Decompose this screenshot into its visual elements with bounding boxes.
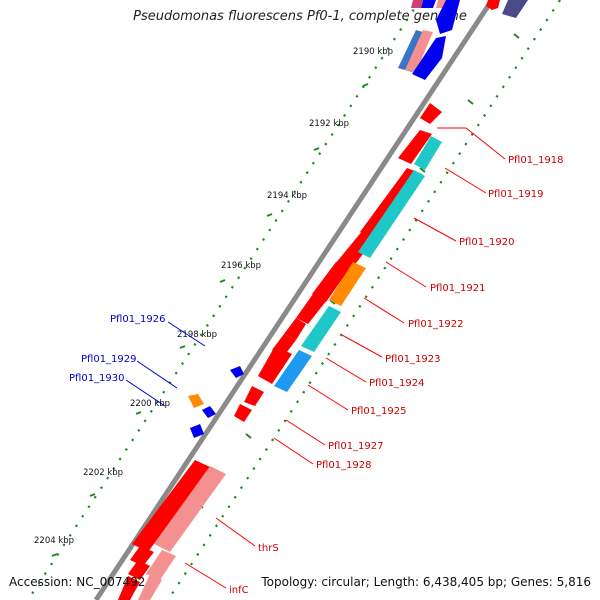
cds-feature[interactable]	[274, 350, 312, 392]
reverse-strand-genes	[188, 366, 244, 438]
gene-label[interactable]: Pfl01_1923	[385, 354, 441, 365]
kbp-tick-label: 2190 kbp	[353, 47, 393, 57]
cds-feature[interactable]	[414, 136, 442, 170]
cds-feature[interactable]	[154, 466, 226, 552]
gene-label[interactable]: Pfl01_1927	[328, 441, 384, 452]
reverse-gene-arrow[interactable]	[202, 406, 216, 418]
cds-feature[interactable]	[301, 306, 341, 352]
label-leader-line	[215, 517, 256, 547]
kbp-tick-label: 2198 kbp	[177, 330, 217, 340]
kbp-tick-mark	[513, 33, 520, 39]
kbp-tick-mark	[313, 147, 320, 151]
genome-title: Pseudomonas fluorescens Pf0-1, complete …	[133, 9, 467, 24]
forward-gene-arrow[interactable]	[486, 0, 500, 10]
label-leader-line	[125, 379, 166, 407]
top-clipped-features	[398, 0, 528, 80]
label-leader-line	[444, 167, 487, 194]
kbp-tick-label: 2200 kbp	[130, 399, 170, 409]
cds-feature[interactable]	[188, 394, 204, 408]
label-leader-line	[136, 360, 178, 389]
forward-gene-arrow[interactable]	[244, 386, 264, 406]
gene-label[interactable]: Pfl01_1928	[316, 460, 372, 471]
kbp-tick-mark	[467, 99, 474, 105]
label-leader-line	[307, 384, 349, 411]
gene-label[interactable]: Pfl01_1919	[488, 189, 544, 200]
outer-dotted-scale	[167, 0, 561, 600]
cds-feature[interactable]	[358, 170, 425, 258]
kbp-tick-mark	[362, 83, 369, 87]
forward-gene-arrow[interactable]	[234, 404, 252, 422]
reverse-gene-arrow[interactable]	[230, 366, 244, 378]
forward-gene-arrow[interactable]	[258, 346, 292, 384]
reverse-gene-arrow[interactable]	[436, 0, 460, 34]
gene-label[interactable]: Pfl01_1922	[408, 319, 464, 330]
kbp-tick-mark	[219, 279, 226, 283]
gene-label[interactable]: Pfl01_1924	[369, 378, 425, 389]
forward-strand-genes	[118, 103, 442, 600]
gene-label[interactable]: thrS	[258, 543, 279, 554]
kbp-tick-mark	[266, 213, 273, 217]
gene-label[interactable]: Pfl01_1930	[69, 373, 125, 384]
label-leader-line	[285, 419, 326, 446]
label-leader-line	[413, 217, 457, 242]
reverse-gene-arrow[interactable]	[412, 36, 446, 80]
gene-label[interactable]: Pfl01_1921	[430, 283, 486, 294]
label-leader-line	[341, 334, 383, 358]
kbp-tick-label: 2202 kbp	[83, 468, 123, 478]
kbp-ticks-layer: 2190 kbp 2192 kbp 2194 kbp 2196 kbp 2198…	[34, 33, 520, 565]
inner-dotted-scale	[27, 0, 421, 600]
kbp-tick-mark	[419, 167, 426, 173]
gene-label[interactable]: Pfl01_1926	[110, 314, 166, 325]
label-leader-line	[273, 437, 314, 465]
forward-gene-arrow[interactable]	[284, 318, 306, 340]
forward-gene-arrow[interactable]	[118, 576, 140, 600]
kbp-tick-label: 2194 kbp	[267, 191, 307, 201]
accession-label: Accession: NC_007492	[9, 575, 146, 589]
forward-gene-arrow[interactable]	[296, 294, 327, 324]
gene-label[interactable]: Pfl01_1920	[459, 237, 515, 248]
kbp-tick-label: 2196 kbp	[221, 261, 261, 271]
gene-label[interactable]: Pfl01_1918	[508, 155, 564, 166]
gene-label[interactable]: Pfl01_1929	[81, 354, 137, 365]
kbp-tick-mark	[89, 493, 96, 497]
gene-label[interactable]: Pfl01_1925	[351, 406, 407, 417]
gene-labels: Pfl01_1918 Pfl01_1919 Pfl01_1920 Pfl01_1…	[69, 155, 564, 596]
forward-gene-arrow[interactable]	[312, 262, 350, 302]
reverse-gene-arrow[interactable]	[190, 424, 204, 438]
label-leader-line	[184, 562, 227, 589]
forward-gene-arrow[interactable]	[128, 560, 150, 580]
forward-gene-arrow[interactable]	[132, 460, 210, 552]
label-leaders	[125, 127, 506, 589]
kbp-tick-label: 2204 kbp	[34, 536, 74, 546]
kbp-tick-mark	[245, 433, 252, 439]
forward-gene-arrow[interactable]	[405, 30, 433, 72]
forward-gene-arrow[interactable]	[411, 0, 423, 8]
forward-gene-arrow[interactable]	[130, 546, 154, 566]
kbp-tick-mark	[135, 411, 142, 415]
cds-feature[interactable]	[329, 262, 366, 306]
label-leader-line	[385, 261, 427, 288]
kbp-tick-mark	[51, 553, 58, 557]
label-leader-line	[167, 321, 206, 347]
cds-feature[interactable]	[146, 550, 176, 580]
forward-gene-arrow[interactable]	[420, 103, 442, 124]
reverse-gene-arrow[interactable]	[502, 0, 528, 18]
kbp-tick-mark	[179, 345, 186, 349]
label-leader-line	[325, 357, 367, 383]
gene-label[interactable]: infC	[229, 585, 249, 596]
genome-summary: Topology: circular; Length: 6,438,405 bp…	[261, 575, 591, 589]
cds-feature[interactable]	[138, 574, 162, 600]
label-leader-line	[465, 127, 506, 160]
reverse-gene-arrow[interactable]	[421, 0, 436, 8]
forward-gene-arrow[interactable]	[398, 130, 432, 164]
genome-backbone	[93, 0, 495, 600]
kbp-tick-label: 2192 kbp	[309, 119, 349, 129]
label-leader-line	[363, 297, 405, 324]
